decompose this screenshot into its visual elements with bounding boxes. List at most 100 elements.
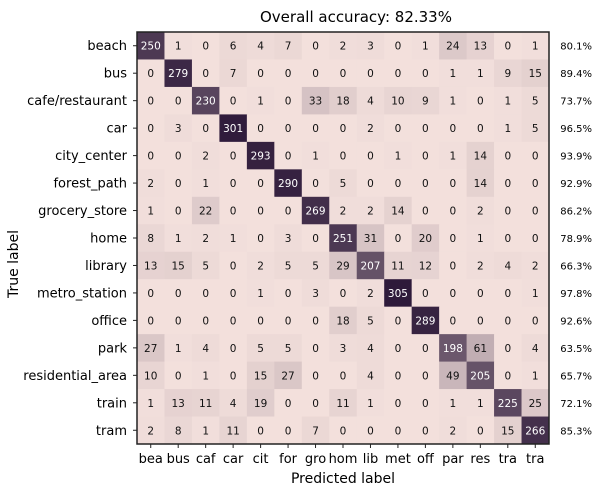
cell-value-label: 0: [257, 315, 264, 327]
heatmap-cell: [191, 334, 220, 362]
heatmap-cell: [439, 32, 467, 60]
heatmap-cell: [301, 141, 330, 170]
heatmap-cells: 250 1 0 6 4 7 0 2 3 0 1 24 13 0 10 279 0 7 0 0 0 0 0 0 0 1 1 9 150 0 2…: [137, 32, 550, 445]
heatmap-cell: [439, 114, 467, 143]
heatmap-cell: [246, 59, 275, 88]
heatmap-cell: [137, 32, 165, 60]
heatmap-cell: [219, 416, 248, 445]
heatmap-cell: [411, 224, 440, 253]
cell-value-label: 4: [504, 260, 511, 272]
heatmap-cell: [329, 32, 358, 60]
cell-value-label: 0: [285, 425, 292, 437]
heatmap-cell: [329, 86, 358, 115]
heatmap-cell: [219, 279, 248, 308]
heatmap-cell: [191, 279, 220, 308]
cell-value-label: 0: [257, 233, 264, 245]
cell-value-label: 0: [367, 178, 374, 190]
heatmap-cell: [384, 334, 413, 362]
row-tick-label: bus: [104, 67, 127, 82]
heatmap-cell: [521, 334, 550, 362]
heatmap-cell: [521, 32, 550, 60]
heatmap-cell: [411, 306, 440, 335]
heatmap-cell: [301, 251, 330, 280]
cell-value-label: 33: [309, 96, 322, 108]
heatmap-cell: [164, 141, 193, 170]
heatmap-cell: [246, 32, 275, 60]
heatmap-cell: [329, 196, 358, 225]
heatmap-cell: [439, 279, 467, 308]
heatmap-cell: [329, 306, 358, 335]
heatmap-cell: [301, 306, 330, 335]
heatmap-cell: [164, 59, 193, 88]
heatmap-cell: [246, 86, 275, 115]
heatmap-cell: [466, 196, 495, 225]
cell-value-label: 0: [312, 398, 319, 410]
heatmap-cell: [191, 196, 220, 225]
cell-value-label: 2: [477, 206, 484, 218]
heatmap-cell: [466, 416, 495, 445]
cell-value-label: 0: [230, 288, 237, 300]
heatmap-cell: [411, 114, 440, 143]
heatmap-cell: [329, 334, 358, 362]
column-tick-label: for: [279, 452, 298, 467]
cell-value-label: 2: [147, 425, 154, 437]
cell-value-label: 31: [364, 233, 377, 245]
heatmap-cell: [274, 416, 303, 445]
heatmap-cell: [301, 196, 330, 225]
column-tick-label: par: [442, 452, 464, 467]
heatmap-cell: [494, 114, 522, 143]
cell-value-label: 0: [395, 41, 402, 53]
row-accuracy-label: 78.9%: [560, 234, 592, 245]
cell-value-label: 9: [422, 96, 429, 108]
heatmap-cell: [356, 59, 385, 88]
cell-value-label: 0: [532, 151, 539, 163]
heatmap-cell: [301, 59, 330, 88]
row-accuracy-label: 73.7%: [560, 97, 592, 108]
heatmap-cell: [329, 169, 358, 198]
cell-value-label: 5: [367, 315, 374, 327]
cell-value-label: 7: [312, 425, 319, 437]
column-tick-label: hom: [329, 452, 358, 467]
cell-value-label: 15: [172, 260, 185, 272]
cell-value-label: 5: [532, 123, 539, 135]
heatmap-cell: [137, 361, 165, 390]
cell-value-label: 0: [230, 96, 237, 108]
heatmap-cell: [191, 169, 220, 198]
heatmap-cell: [411, 32, 440, 60]
heatmap-cell: [466, 251, 495, 280]
heatmap-cell: [301, 416, 330, 445]
cell-value-label: 4: [367, 343, 374, 355]
heatmap-cell: [246, 389, 275, 417]
column-tick-label: tra: [526, 452, 544, 467]
column-tick-label: caf: [196, 452, 216, 467]
heatmap-cell: [466, 361, 495, 390]
cell-value-label: 1: [147, 398, 154, 410]
cell-value-label: 7: [285, 41, 292, 53]
cell-value-label: 6: [230, 41, 237, 53]
cell-value-label: 2: [147, 178, 154, 190]
cell-value-label: 0: [504, 178, 511, 190]
row-accuracy-label: 72.1%: [560, 399, 592, 410]
cell-value-label: 27: [281, 370, 294, 382]
heatmap-cell: [301, 86, 330, 115]
cell-value-label: 0: [532, 233, 539, 245]
heatmap-cell: [329, 389, 358, 417]
heatmap-cell: [301, 32, 330, 60]
cell-value-label: 1: [175, 41, 182, 53]
heatmap-cell: [274, 306, 303, 335]
cell-value-label: 0: [450, 123, 457, 135]
cell-value-label: 5: [257, 343, 264, 355]
heatmap-cell: [164, 306, 193, 335]
cell-value-label: 0: [285, 151, 292, 163]
cell-value-label: 15: [529, 68, 542, 80]
cell-value-label: 0: [532, 206, 539, 218]
heatmap-cell: [219, 32, 248, 60]
heatmap-cell: [137, 224, 165, 253]
cell-value-label: 0: [285, 96, 292, 108]
heatmap-cell: [521, 114, 550, 143]
heatmap-cell: [494, 224, 522, 253]
heatmap-cell: [384, 361, 413, 390]
cell-value-label: 0: [477, 288, 484, 300]
cell-value-label: 11: [226, 425, 239, 437]
heatmap-cell: [439, 416, 467, 445]
